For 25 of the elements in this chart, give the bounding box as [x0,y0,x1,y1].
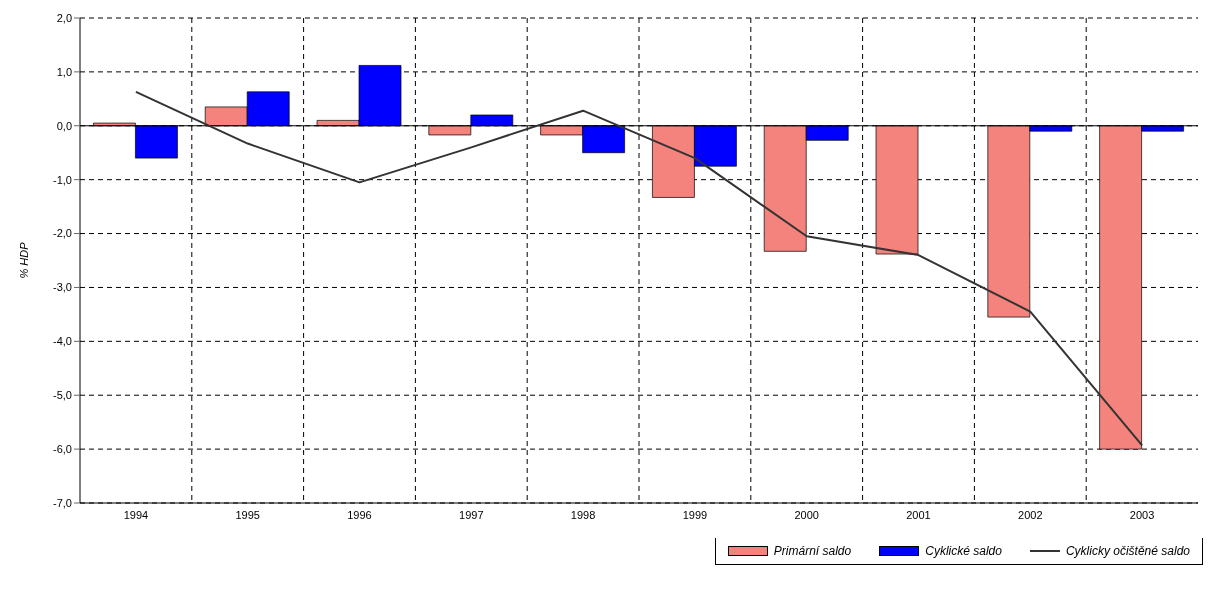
x-tick-label: 1999 [682,508,708,521]
x-tick-label: 1994 [123,508,149,521]
y-tick-label: 1,0 [56,65,72,78]
y-tick-label: -5,0 [53,389,72,402]
y-tick-label: 2,0 [56,11,72,24]
y-tick-label: 0,0 [56,119,72,132]
x-tick-label: 2002 [1018,508,1043,521]
legend-label: Cyklicky očištěné saldo [1065,544,1190,558]
x-tick-label: 2001 [906,508,931,521]
x-tick-label: 2003 [1129,508,1155,521]
line-series [134,90,1144,447]
y-tick-label: -6,0 [53,443,72,456]
y-tick-label: -1,0 [53,173,72,186]
x-tick-label: 1996 [347,508,372,521]
x-tick-label: 1997 [459,508,484,521]
y-axis-title: % HDP [17,241,30,279]
y-tick-label: -4,0 [53,335,72,348]
legend-label: Cyklické saldo [925,544,1002,558]
y-tick-label: -3,0 [53,281,72,294]
y-tick-label: -7,0 [53,496,72,509]
x-tick-label: 1998 [570,508,596,521]
x-tick-label: 2000 [794,508,819,521]
x-tick-label: 1995 [235,508,260,521]
legend-label: Primární saldo [773,544,852,558]
y-tick-label: -2,0 [53,227,72,240]
